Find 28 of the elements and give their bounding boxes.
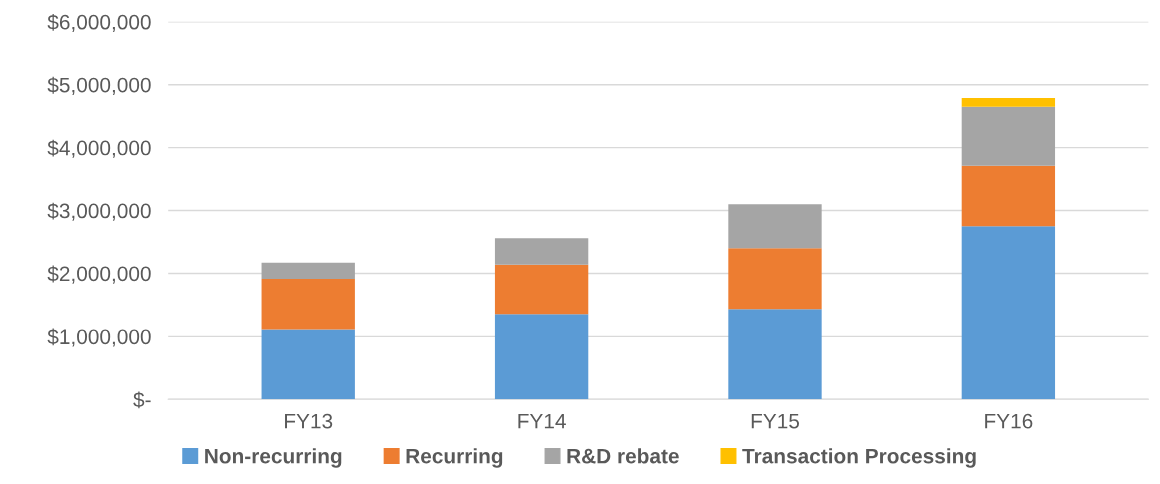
bar xyxy=(494,264,589,315)
legend-label: Non-recurring xyxy=(205,448,342,468)
y-tick-label: $4,000,000 xyxy=(47,139,151,158)
x-tick-label: FY16 xyxy=(985,413,1033,429)
x-tick-label: FY15 xyxy=(751,413,800,429)
bar xyxy=(961,165,1056,227)
legend-label: Recurring xyxy=(406,448,503,468)
y-tick-label: $2,000,000 xyxy=(47,265,151,284)
bar xyxy=(961,97,1056,107)
y-tick-label: $5,000,000 xyxy=(47,76,151,95)
bar xyxy=(261,329,355,400)
bar xyxy=(261,262,355,280)
legend-label: R&D rebate xyxy=(567,448,679,464)
x-tick-label: FY14 xyxy=(518,413,566,429)
bar xyxy=(494,314,589,400)
bar xyxy=(728,204,822,249)
bar xyxy=(728,248,822,310)
y-tick-label: $- xyxy=(133,391,151,409)
bar xyxy=(728,309,822,400)
legend-label: Transaction Processing xyxy=(742,448,976,468)
y-tick-label: $1,000,000 xyxy=(47,328,151,347)
y-tick-label: $3,000,000 xyxy=(47,202,151,221)
x-tick-label: FY13 xyxy=(285,413,333,429)
y-tick-label: $6,000,000 xyxy=(47,13,151,32)
bar xyxy=(961,106,1056,166)
bar xyxy=(494,238,589,265)
bar xyxy=(261,279,355,330)
bar xyxy=(961,226,1056,400)
